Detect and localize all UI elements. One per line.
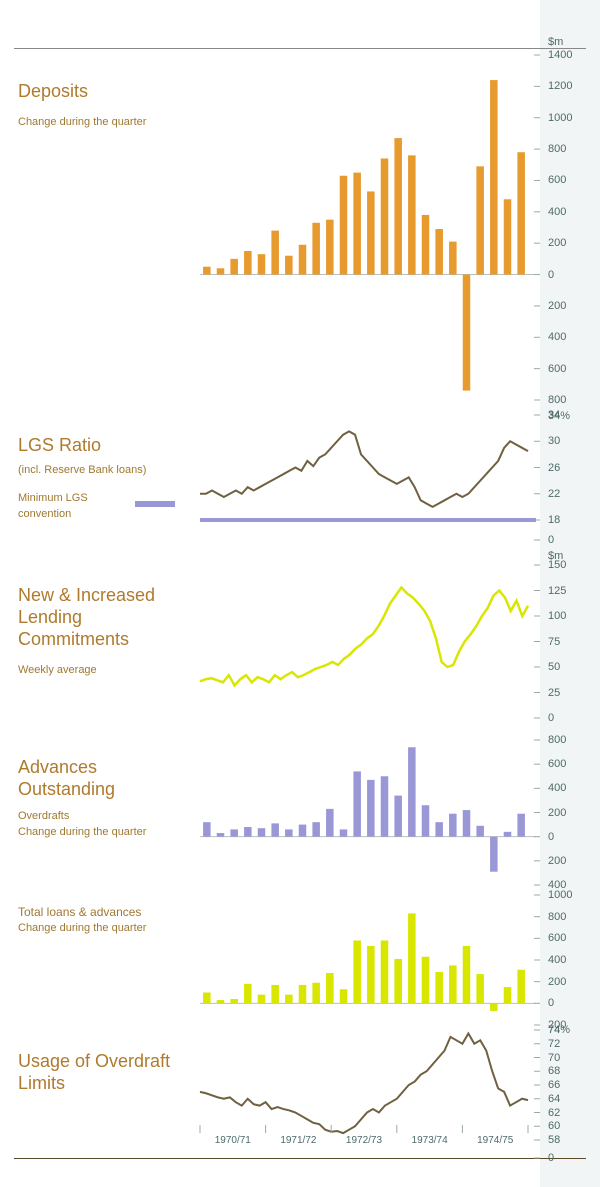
x-axis-label: 1974/75	[462, 1135, 528, 1146]
x-axis-label: 1971/72	[266, 1135, 332, 1146]
x-axis-label: 1972/73	[331, 1135, 397, 1146]
x-axis-label: 1973/74	[397, 1135, 463, 1146]
x-axis-label: 1970/71	[200, 1135, 266, 1146]
